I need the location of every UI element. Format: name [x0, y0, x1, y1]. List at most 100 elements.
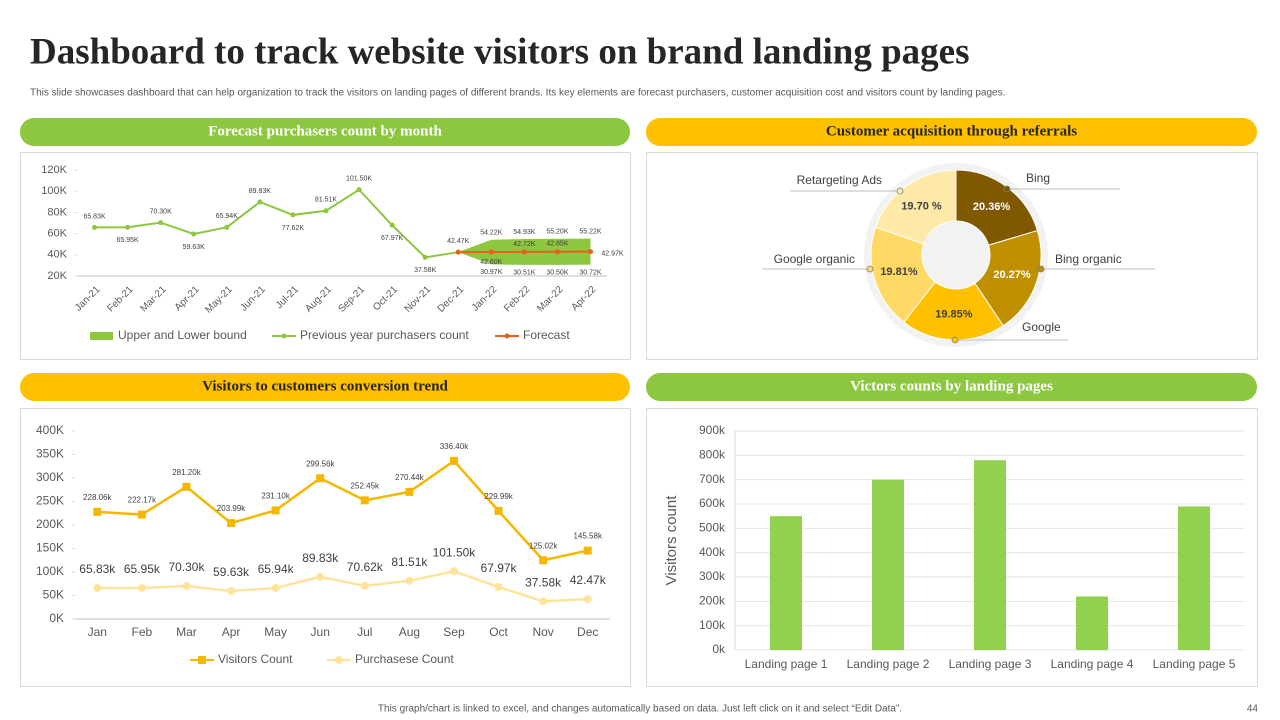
point: [583, 546, 592, 555]
y-tick-label: 40K: [47, 249, 67, 261]
value-label: 42.97K: [601, 250, 624, 257]
panel-box: [20, 408, 631, 687]
x-tick-label: Landing page 3: [949, 657, 1032, 671]
page-title: Dashboard to track website visitors on b…: [30, 31, 970, 72]
point: [182, 482, 191, 491]
point: [316, 572, 325, 581]
point: [422, 254, 428, 260]
point: [182, 581, 191, 590]
page-subtitle: This slide showcases dashboard that can …: [30, 88, 1005, 99]
legend-swatch: [90, 332, 113, 340]
value-label: 67.97K: [381, 235, 404, 242]
y-tick-label: 700k: [699, 472, 726, 486]
category-label: Retargeting Ads: [797, 173, 882, 187]
point: [587, 249, 593, 255]
y-tick-label: 100k: [699, 618, 726, 632]
point: [93, 507, 102, 516]
value-label: 30.50K: [546, 270, 569, 277]
y-tick-label: 0K: [49, 611, 64, 625]
value-label: 101.50K: [346, 175, 372, 182]
point: [227, 586, 236, 595]
pie-slice: [875, 169, 957, 245]
value-label: 42.47K: [447, 238, 470, 245]
y-tick-label: 0k: [712, 642, 726, 656]
point: [494, 506, 503, 515]
y-tick-label: 80K: [47, 206, 67, 218]
value-label: 70.30k: [168, 560, 205, 574]
y-tick-label: 300K: [36, 470, 64, 484]
x-tick-label: Jun: [311, 625, 330, 639]
y-tick-label: 350K: [36, 447, 64, 461]
y-tick-label: 20K: [47, 270, 67, 282]
point: [449, 456, 458, 465]
legend-label: Visitors Count: [218, 652, 293, 666]
point: [290, 212, 296, 218]
legend-marker: [335, 656, 343, 664]
value-label: 270.44k: [395, 473, 424, 482]
value-label: 37.58K: [414, 267, 437, 274]
legend-marker: [281, 333, 287, 339]
point: [539, 556, 548, 565]
point: [583, 595, 592, 604]
y-tick-label: 900k: [699, 423, 726, 437]
value-label: 203.99k: [217, 504, 246, 513]
value-label: 42.60K: [480, 259, 503, 266]
bar: [1076, 596, 1108, 650]
point: [257, 199, 263, 205]
point: [323, 208, 329, 214]
y-tick-label: 300k: [699, 569, 726, 583]
point: [227, 519, 236, 528]
point: [488, 249, 494, 255]
y-tick-label: 50K: [43, 588, 64, 602]
point: [92, 224, 98, 230]
footer-note: This graph/chart is linked to excel, and…: [378, 704, 902, 715]
y-tick-label: 60K: [47, 228, 67, 240]
legend-label: Previous year purchasers count: [300, 328, 469, 342]
value-label: 30.51K: [513, 270, 536, 277]
panel-title: Forecast purchasers count by month: [208, 123, 442, 139]
panel-header: [646, 373, 1257, 401]
value-label: 42.72K: [513, 241, 536, 248]
y-axis-title: Visitors count: [663, 495, 680, 586]
value-label: 59.63K: [183, 244, 206, 251]
point: [158, 220, 164, 226]
x-tick-label: Aug: [399, 625, 420, 639]
value-label: 81.51k: [391, 555, 428, 569]
value-label: 299.56k: [306, 459, 335, 468]
x-tick-label: Landing page 1: [745, 657, 828, 671]
x-tick-label: Landing page 5: [1153, 657, 1236, 671]
point: [521, 249, 527, 255]
legend-label: Purchasese Count: [355, 652, 454, 666]
value-label: 67.97k: [481, 561, 518, 575]
y-tick-label: 800k: [699, 448, 726, 462]
x-tick-label: Oct: [489, 625, 508, 639]
pie-slice: [955, 169, 1039, 246]
page-number: 44: [1247, 704, 1259, 715]
value-label: 20.36%: [973, 201, 1011, 213]
y-tick-label: 150K: [36, 541, 64, 555]
point: [494, 583, 503, 592]
value-label: 281.20k: [172, 468, 201, 477]
point: [93, 584, 102, 593]
y-tick-label: 400k: [699, 545, 726, 559]
y-tick-label: 500k: [699, 521, 726, 535]
value-label: 37.58k: [525, 576, 562, 590]
leader-dot: [896, 187, 904, 195]
x-tick-label: Landing page 4: [1051, 657, 1134, 671]
y-tick-label: 600k: [699, 496, 726, 510]
y-tick-label: 200k: [699, 594, 726, 608]
leader-dot: [1003, 185, 1011, 193]
value-label: 42.47k: [570, 573, 607, 587]
value-label: 65.95K: [117, 237, 140, 244]
x-tick-label: Landing page 2: [847, 657, 930, 671]
value-label: 65.83k: [79, 562, 116, 576]
x-tick-label: Feb: [132, 625, 153, 639]
point: [224, 224, 230, 230]
point: [539, 597, 548, 606]
value-label: 30.97K: [480, 269, 503, 276]
y-tick-label: 400K: [36, 423, 64, 437]
point: [405, 576, 414, 585]
point: [271, 506, 280, 515]
bar: [974, 460, 1006, 650]
value-label: 336.40k: [440, 442, 469, 451]
